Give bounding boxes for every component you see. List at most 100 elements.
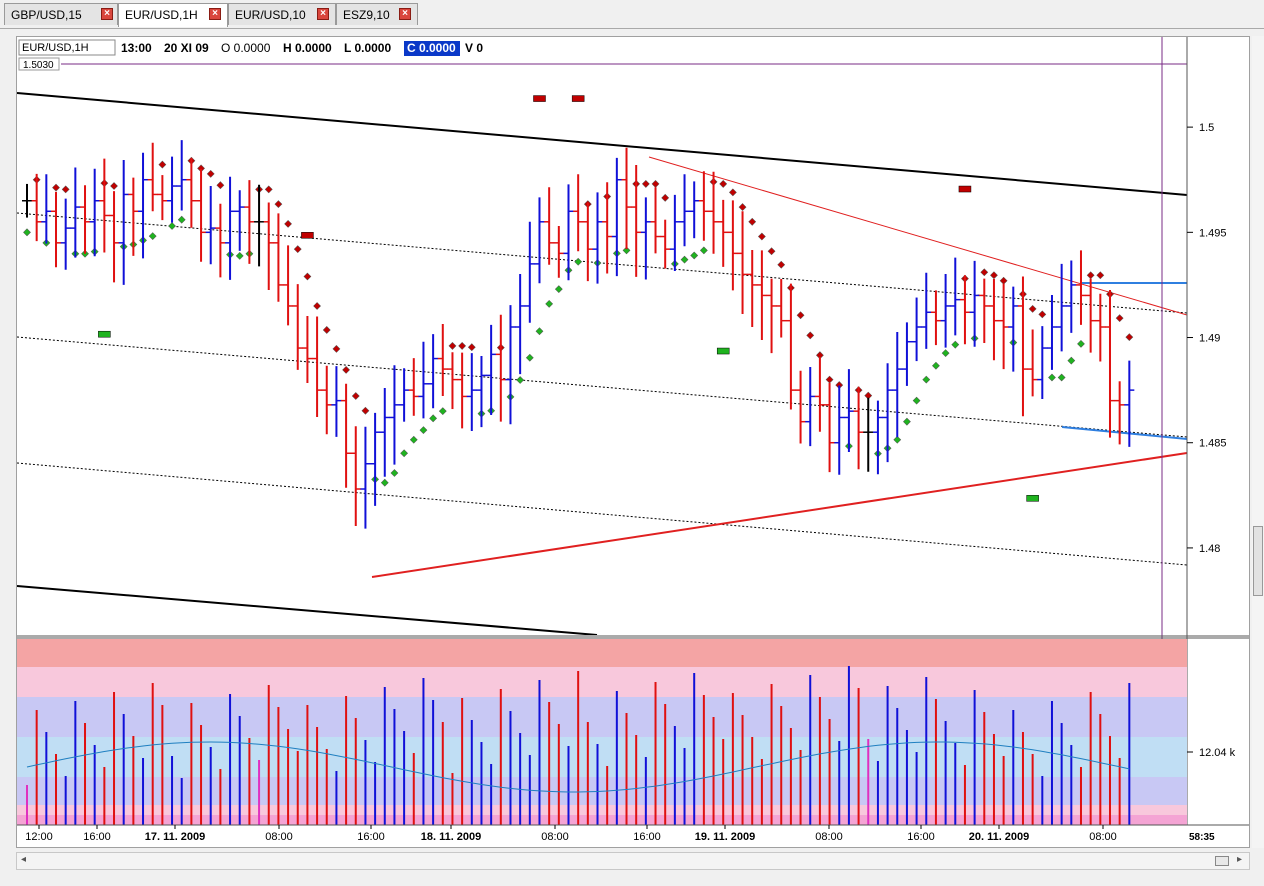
psar-dot (207, 170, 214, 177)
bar-time: 13:00 (121, 41, 152, 55)
volume-axis-label: 12.04 k (1199, 747, 1236, 759)
psar-dot (1000, 277, 1007, 284)
price-axis-label: 1.495 (1199, 227, 1227, 239)
psar-dot (952, 341, 959, 348)
psar-dot (913, 397, 920, 404)
psar-dot (894, 436, 901, 443)
psar-dot (681, 256, 688, 263)
open-value: O 0.0000 (221, 41, 271, 55)
tab-esz9-10[interactable]: ESZ9,10 × (336, 3, 418, 25)
psar-dot (178, 216, 185, 223)
psar-dot (826, 376, 833, 383)
psar-dot (362, 407, 369, 414)
psar-dot (942, 350, 949, 357)
time-axis[interactable]: 12:00 16:00 17. 11. 2009 08:00 16:00 18. 11. … (25, 825, 1117, 843)
volume-band (17, 737, 1187, 777)
volume-pane[interactable] (17, 639, 1187, 825)
time-axis-label: 16:00 (633, 831, 661, 843)
buy-signal-marker (1027, 495, 1039, 501)
psar-dot (343, 366, 350, 373)
tab-gbpusd-15[interactable]: GBP/USD,15 × (4, 3, 118, 25)
psar-dot (149, 233, 156, 240)
psar-dot (981, 269, 988, 276)
time-axis-label: 17. 11. 2009 (145, 831, 206, 843)
high-value: H 0.0000 (283, 41, 332, 55)
psar-dot (62, 186, 69, 193)
psar-dot (652, 180, 659, 187)
psar-dot (807, 332, 814, 339)
psar-dot (439, 408, 446, 415)
price-axis-label: 1.49 (1199, 333, 1220, 345)
close-icon[interactable]: × (101, 8, 113, 20)
price-plot[interactable] (17, 93, 1217, 635)
psar-dot (304, 273, 311, 280)
psar-dot (410, 436, 417, 443)
time-axis-label: 18. 11. 2009 (421, 831, 482, 843)
volume-band (17, 805, 1187, 815)
close-icon[interactable]: × (317, 8, 329, 20)
close-icon[interactable]: × (209, 8, 221, 20)
psar-dot (749, 218, 756, 225)
top-price-label: 1.5030 (23, 60, 54, 71)
scroll-right-icon[interactable]: ▸ (1237, 854, 1242, 865)
upper-channel-line (17, 93, 1187, 195)
horizontal-scrollbar[interactable]: ◂ ▸ (16, 852, 1250, 870)
tab-label: EUR/USD,10 (235, 8, 306, 22)
price-axis[interactable]: 1.5 1.495 1.49 1.485 1.48 (1187, 122, 1227, 555)
psar-dot (381, 479, 388, 486)
psar-dot (739, 204, 746, 211)
sell-signal-marker (533, 96, 545, 102)
buy-signal-marker (717, 348, 729, 354)
ohlc-info-bar: EUR/USD,1H 13:00 20 XI 09 O 0.0000 H 0.0… (19, 40, 483, 56)
scroll-thumb[interactable] (1215, 856, 1229, 866)
psar-dot (1058, 374, 1065, 381)
time-axis-label: 16:00 (83, 831, 111, 843)
volume-bands (17, 639, 1187, 825)
tab-eurusd-10[interactable]: EUR/USD,10 × (228, 3, 336, 25)
volume-band (17, 815, 1187, 825)
volume-band (17, 697, 1187, 737)
psar-dot (526, 354, 533, 361)
ohlc-bars (22, 140, 1134, 528)
time-axis-label: 08:00 (541, 831, 569, 843)
close-icon[interactable]: × (399, 8, 411, 20)
psar-dot (923, 376, 930, 383)
buy-signal-marker (98, 331, 110, 337)
tab-eurusd-1h[interactable]: EUR/USD,1H × (118, 3, 228, 27)
dotted-channel-3 (17, 463, 1187, 565)
psar-dot (352, 392, 359, 399)
triangle-support-line (372, 453, 1187, 577)
instrument-label: EUR/USD,1H (22, 42, 89, 54)
psar-dot (758, 233, 765, 240)
time-axis-label: 08:00 (815, 831, 843, 843)
psar-dot (797, 312, 804, 319)
price-axis-label: 1.48 (1199, 543, 1220, 555)
scroll-left-icon[interactable]: ◂ (21, 854, 26, 865)
close-value: C 0.0000 (407, 41, 456, 55)
psar-dot (729, 189, 736, 196)
tab-label: ESZ9,10 (343, 8, 390, 22)
psar-dot (169, 222, 176, 229)
psar-dot (990, 272, 997, 279)
time-axis-label: 19. 11. 2009 (695, 831, 756, 843)
chart-window[interactable]: 1.5030 EUR/USD,1H 13:00 20 XI 09 O 0.000… (16, 36, 1250, 848)
time-axis-label: 16:00 (907, 831, 935, 843)
vscroll-thumb[interactable] (1253, 526, 1263, 596)
psar-dot (575, 258, 582, 265)
price-axis-label: 1.5 (1199, 122, 1214, 134)
psar-dot (691, 252, 698, 259)
psar-dot (285, 220, 292, 227)
bar-date: 20 XI 09 (164, 41, 209, 55)
psar-dot (778, 261, 785, 268)
psar-dot (391, 469, 398, 476)
psar-dot (323, 326, 330, 333)
psar-dot (536, 328, 543, 335)
psar-dot (546, 300, 553, 307)
vertical-scrollbar[interactable] (1252, 36, 1264, 848)
psar-dot (333, 345, 340, 352)
psar-dot (720, 180, 727, 187)
psar-dot (110, 182, 117, 189)
psar-dot (642, 180, 649, 187)
psar-dot (1029, 305, 1036, 312)
psar-dot (23, 229, 30, 236)
